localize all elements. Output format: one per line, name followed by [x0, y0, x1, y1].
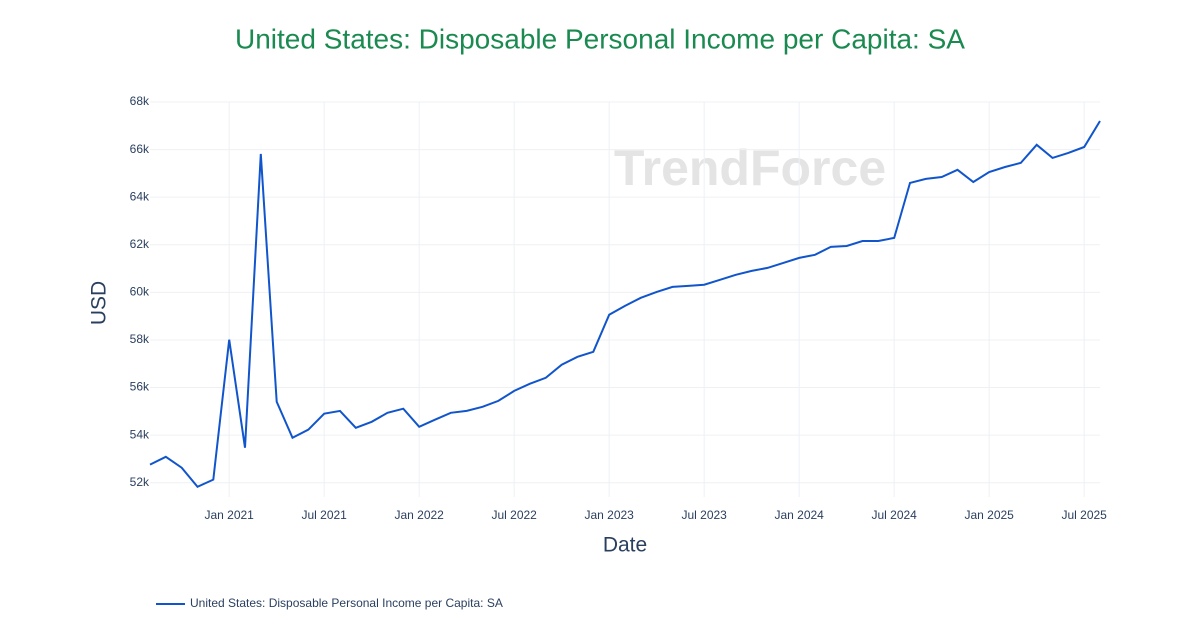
y-tick-label: 54k	[130, 427, 150, 441]
watermark: TrendForce	[614, 140, 886, 196]
grid	[150, 101, 1100, 497]
x-tick-label: Jan 2021	[204, 508, 254, 522]
y-tick-label: 52k	[130, 475, 150, 489]
x-tick-label: Jul 2025	[1061, 508, 1107, 522]
y-tick-label: 62k	[130, 237, 150, 251]
x-tick-label: Jul 2021	[301, 508, 347, 522]
y-tick-label: 64k	[130, 189, 150, 203]
x-tick-label: Jan 2023	[584, 508, 634, 522]
x-tick-label: Jul 2023	[681, 508, 727, 522]
y-tick-label: 68k	[130, 94, 150, 108]
x-tick-label: Jul 2022	[491, 508, 537, 522]
y-tick-label: 60k	[130, 285, 150, 299]
legend-label: United States: Disposable Personal Incom…	[190, 596, 503, 610]
y-tick-label: 58k	[130, 332, 150, 346]
x-axis-title: Date	[603, 534, 647, 557]
chart-title: United States: Disposable Personal Incom…	[235, 23, 965, 54]
data-line	[149, 120, 1101, 489]
x-tick-label: Jan 2022	[394, 508, 444, 522]
x-tick-label: Jan 2025	[964, 508, 1014, 522]
y-tick-label: 56k	[130, 380, 150, 394]
x-tick-label: Jan 2024	[774, 508, 824, 522]
y-tick-label: 66k	[130, 142, 150, 156]
x-tick-label: Jul 2024	[871, 508, 917, 522]
y-axis-title: USD	[88, 281, 111, 325]
